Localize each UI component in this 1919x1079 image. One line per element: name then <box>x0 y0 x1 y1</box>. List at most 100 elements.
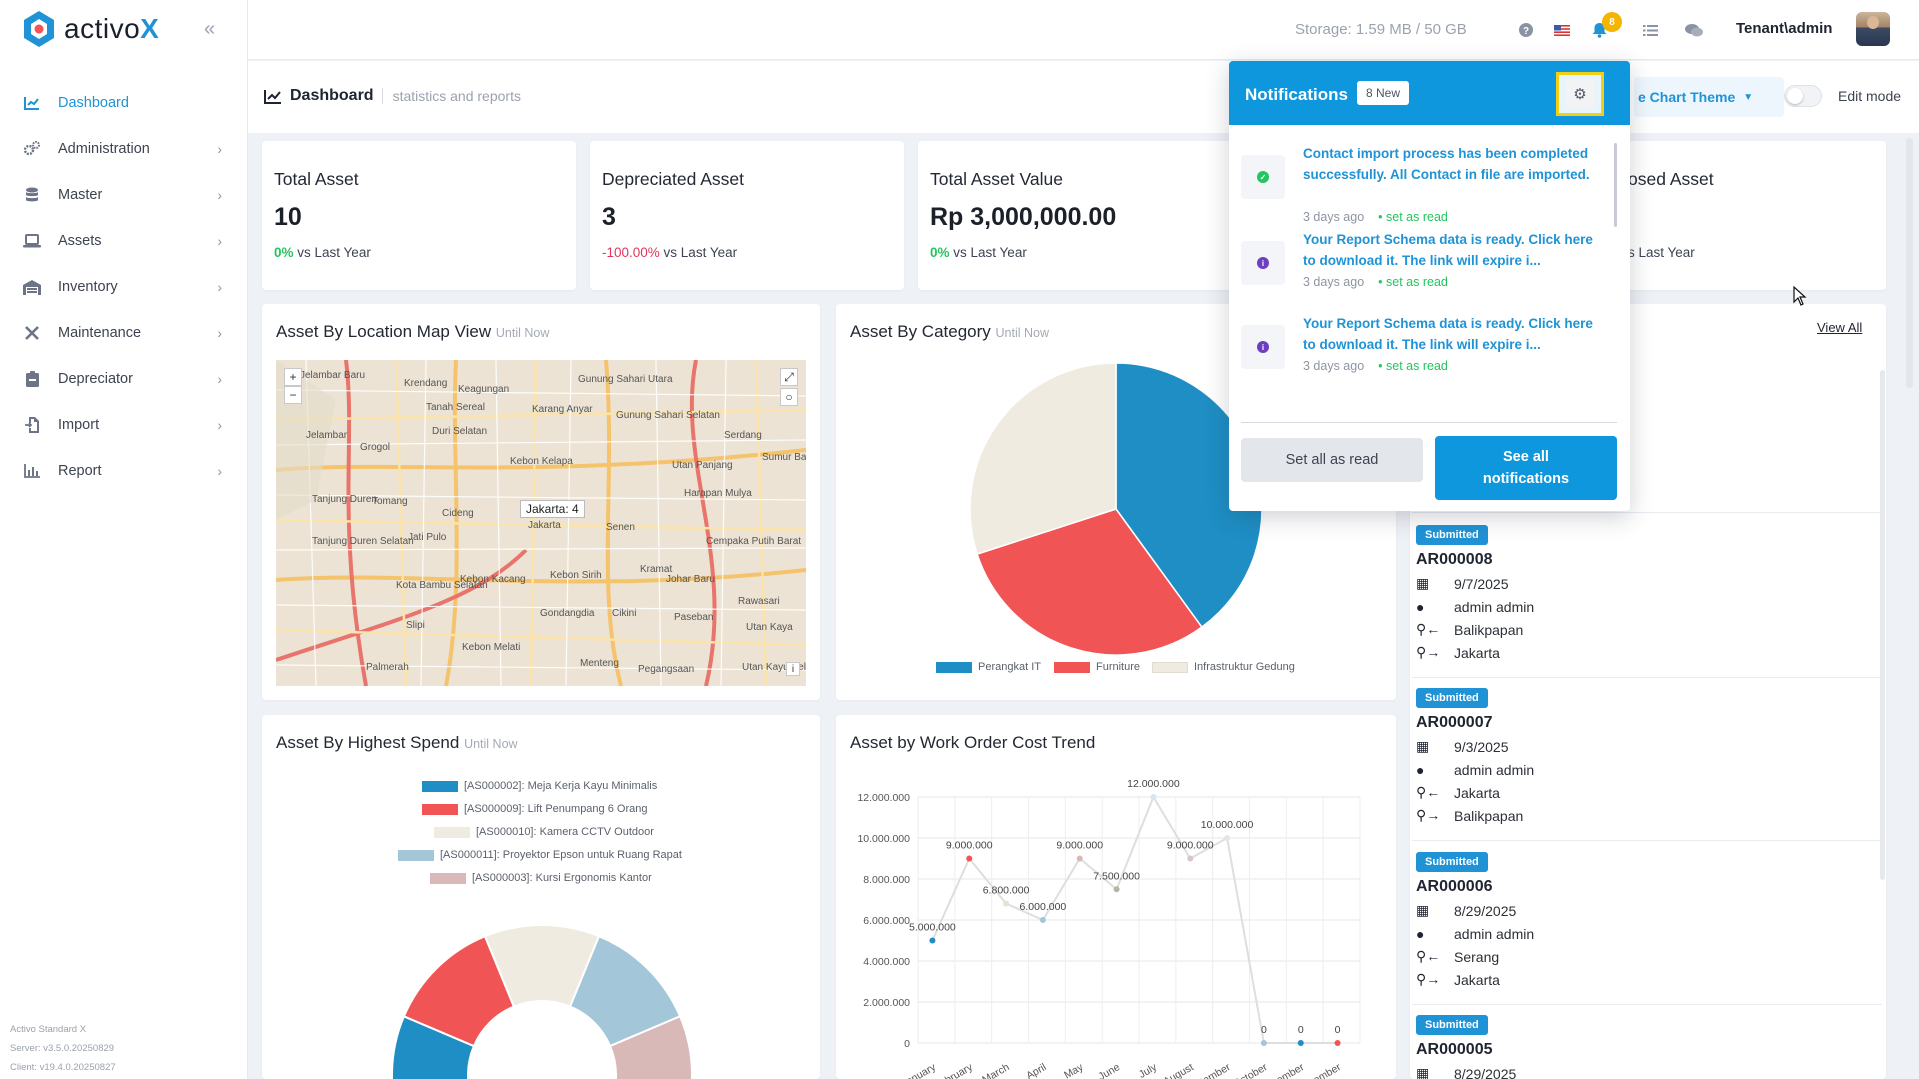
version-info: Activo Standard X Server: v3.5.0.2025082… <box>10 1020 116 1077</box>
set-all-read-button[interactable]: Set all as read <box>1241 438 1423 482</box>
x-tick-label: May <box>1062 1061 1086 1079</box>
x-tick-label: April <box>1024 1061 1048 1079</box>
data-point[interactable] <box>929 937 936 944</box>
chevron-right-icon: › <box>217 187 222 203</box>
zoom-out-button[interactable]: − <box>284 386 302 404</box>
data-label: 12.000.000 <box>1127 778 1180 790</box>
data-point[interactable] <box>1187 855 1194 862</box>
set-as-read-link[interactable]: • set as read <box>1378 275 1448 289</box>
notifications-dropdown: Notifications 8 New ⚙ ✓ Contact import p… <box>1229 61 1630 511</box>
task-list-icon[interactable] <box>1640 20 1660 40</box>
notification-meta: 3 days ago • set as read <box>1303 359 1448 373</box>
location-to-icon: ⚲→ <box>1416 644 1441 660</box>
data-label: 9.000.000 <box>946 840 993 852</box>
data-point[interactable] <box>1224 835 1231 841</box>
legend-item[interactable]: [AS000002]: Meja Kerja Kayu Minimalis <box>422 780 657 792</box>
legend-item[interactable]: [AS000010]: Kamera CCTV Outdoor <box>434 826 654 838</box>
sidebar-item-import[interactable]: Import › <box>0 402 248 448</box>
request-id[interactable]: AR000007 <box>1416 714 1493 731</box>
sidebar-item-assets[interactable]: Assets › <box>0 218 248 264</box>
notification-settings-button[interactable]: ⚙ <box>1556 72 1604 116</box>
set-as-read-link[interactable]: • set as read <box>1378 359 1448 373</box>
us-flag-icon[interactable] <box>1552 20 1572 40</box>
legend-item[interactable]: Perangkat IT <box>936 661 1041 673</box>
data-point[interactable] <box>1150 794 1157 800</box>
map-place-label: Karang Anyar <box>532 404 593 415</box>
data-point[interactable] <box>1113 886 1120 893</box>
list-item[interactable]: Submitted AR000008 ▦ 9/7/2025 ● admin admi… <box>1416 525 1876 661</box>
see-all-notifications-button[interactable]: See all notifications <box>1435 436 1617 500</box>
data-label: 7.500.000 <box>1093 870 1140 882</box>
legend-item[interactable]: Furniture <box>1054 661 1140 673</box>
panel-title: Asset by Work Order Cost Trend <box>850 733 1096 752</box>
status-badge: Submitted <box>1416 525 1488 545</box>
sidebar-item-dashboard[interactable]: Dashboard <box>0 80 248 126</box>
legend-item[interactable]: [AS000003]: Kursi Ergonomis Kantor <box>430 872 652 884</box>
notification-text[interactable]: Your Report Schema data is ready. Click … <box>1303 316 1593 352</box>
app-logo[interactable]: activoX <box>22 10 159 48</box>
view-all-link[interactable]: View All <box>1817 320 1863 335</box>
info-icon[interactable]: i <box>786 662 800 676</box>
chat-icon[interactable] <box>1684 20 1704 40</box>
pie-slice-infrastruktur-gedung[interactable] <box>969 362 1117 556</box>
notifications-scrollbar[interactable] <box>1614 143 1617 227</box>
locate-icon[interactable]: ○ <box>780 388 798 406</box>
data-point[interactable] <box>1334 1040 1341 1046</box>
sidebar-item-inventory[interactable]: Inventory › <box>0 264 248 310</box>
avatar[interactable] <box>1856 12 1890 46</box>
divider <box>1241 422 1617 423</box>
page-title: Dashboard <box>290 87 374 104</box>
sidebar-item-administration[interactable]: Administration › <box>0 126 248 172</box>
fullscreen-icon[interactable]: ⤢ <box>780 368 798 386</box>
data-point[interactable] <box>1297 1040 1304 1046</box>
data-label: 0 <box>1335 1024 1341 1036</box>
request-id[interactable]: AR000005 <box>1416 1041 1493 1058</box>
sidebar-item-label: Assets <box>58 233 102 249</box>
file-import-icon <box>22 415 42 435</box>
request-id[interactable]: AR000006 <box>1416 878 1493 895</box>
sidebar-item-maintenance[interactable]: Maintenance › <box>0 310 248 356</box>
location-map[interactable]: Jelambar Baru Krendang Keagungan Gunung … <box>276 360 806 686</box>
set-as-read-link[interactable]: • set as read <box>1378 210 1448 224</box>
legend-swatch <box>422 803 458 815</box>
edit-mode-toggle[interactable] <box>1784 85 1822 107</box>
data-point[interactable] <box>1039 917 1046 923</box>
sidebar-item-report[interactable]: Report › <box>0 448 248 494</box>
chart-theme-dropdown[interactable]: e Chart Theme ▼ <box>1634 77 1784 117</box>
sidebar: activoX « Dashboard Administration › Mas… <box>0 0 248 1079</box>
notification-text[interactable]: Your Report Schema data is ready. Click … <box>1303 232 1593 268</box>
list-item[interactable]: Submitted AR000006 ▦ 8/29/2025 ● admin adm… <box>1416 852 1876 988</box>
legend-item[interactable]: [AS000011]: Proyektor Epson untuk Ruang … <box>398 849 682 861</box>
request-to: Balikpapan <box>1454 807 1524 824</box>
map-place-label: Kebon Kacang <box>460 574 526 585</box>
sidebar-item-master[interactable]: Master › <box>0 172 248 218</box>
data-point[interactable] <box>1260 1040 1267 1046</box>
data-point[interactable] <box>966 855 973 862</box>
map-panel: Asset By Location Map View Until Now <box>262 304 820 700</box>
data-label: 9.000.000 <box>1056 840 1103 852</box>
pie-slice-furniture[interactable] <box>976 508 1203 656</box>
list-scrollbar[interactable] <box>1880 370 1885 880</box>
stat-card-total-asset: Total Asset 10 0% vs Last Year <box>262 141 576 290</box>
notification-text[interactable]: Contact import process has been complete… <box>1303 146 1590 182</box>
sidebar-item-depreciator[interactable]: Depreciator › <box>0 356 248 402</box>
donut-segment-4[interactable] <box>608 1014 693 1079</box>
data-point[interactable] <box>1003 900 1010 907</box>
data-label: 10.000.000 <box>1201 819 1254 831</box>
y-tick-label: 10.000.000 <box>857 833 910 845</box>
sidebar-item-label: Administration <box>58 141 150 157</box>
request-id[interactable]: AR000008 <box>1416 551 1493 568</box>
page-scrollbar[interactable] <box>1906 138 1913 388</box>
panel-title: Asset By Category Until Now <box>850 322 1050 341</box>
legend-item[interactable]: Infrastruktur Gedung <box>1152 661 1295 673</box>
data-point[interactable] <box>1076 855 1083 862</box>
list-item[interactable]: Submitted AR000005 ▦ 8/29/2025 <box>1416 1015 1876 1079</box>
cost-trend-line-chart: 12.000.000 10.000.000 8.000.000 6.000.000 4.… <box>857 778 1361 1079</box>
map-place-label: Paseban <box>674 612 714 623</box>
collapse-sidebar-icon[interactable]: « <box>204 18 216 40</box>
zoom-in-button[interactable]: + <box>284 368 302 386</box>
legend-item[interactable]: [AS000009]: Lift Penumpang 6 Orang <box>422 803 647 815</box>
help-icon[interactable]: ? <box>1516 20 1536 40</box>
list-item[interactable]: Submitted AR000007 ▦ 9/3/2025 ● admin admi… <box>1416 688 1876 824</box>
user-name[interactable]: Tenant\admin <box>1736 20 1833 37</box>
